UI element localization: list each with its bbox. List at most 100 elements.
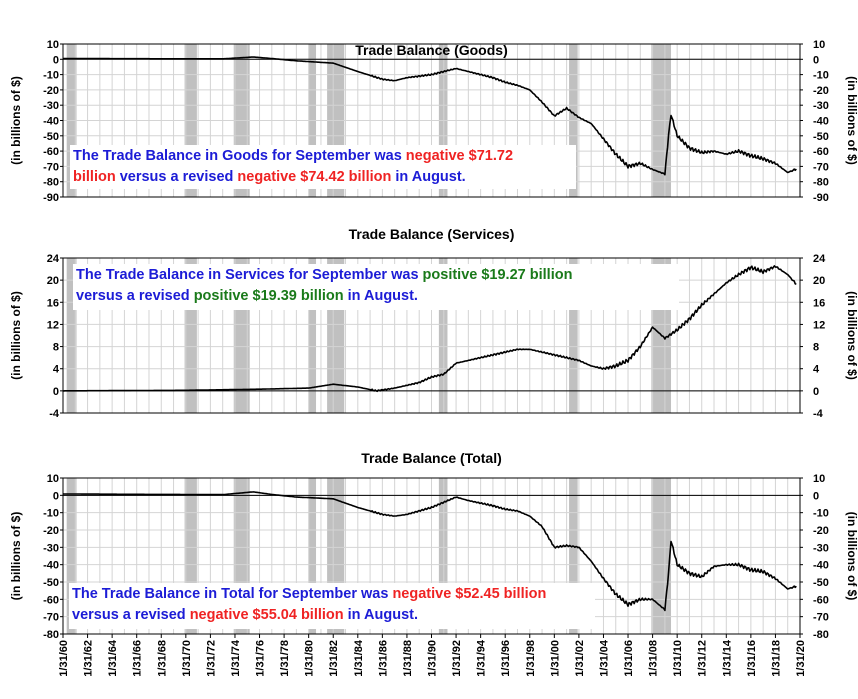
services-ytick-left: 12 — [47, 319, 59, 331]
goods-ytick-right: 0 — [813, 54, 819, 66]
x-tick-label: 1/31/62 — [83, 640, 95, 677]
services-ytick-right: 0 — [813, 386, 819, 398]
services-series-line — [63, 265, 797, 393]
goods-ytick-left: -80 — [43, 177, 59, 189]
goods-annotation-part-0: The Trade Balance in Goods for September… — [73, 148, 406, 164]
goods-ytick-left: -70 — [43, 161, 59, 173]
services-chart-title: Trade Balance (Services) — [349, 226, 515, 242]
total-series-line — [62, 491, 797, 612]
total-annotation-part-1: negative $52.45 billion — [392, 586, 547, 602]
x-tick-label: 1/31/78 — [279, 640, 291, 677]
goods-ytick-right: -70 — [813, 161, 829, 173]
total-ytick-right: -50 — [813, 577, 829, 589]
total-ytick-left: -50 — [43, 577, 59, 589]
total-annotation-part-3: negative $55.04 billion — [189, 607, 344, 623]
x-tick-label: 1/31/00 — [549, 640, 561, 677]
total-ytick-left: 0 — [53, 490, 59, 502]
x-tick-label: 1/31/12 — [697, 640, 709, 677]
services-y-axis-title-left: (in billions of $) — [9, 291, 23, 380]
services-annotation-part-3: positive $19.39 billion — [193, 288, 344, 304]
total-annotation-part-2: versus a revised — [72, 607, 190, 623]
goods-ytick-right: -80 — [813, 177, 829, 189]
x-tick-label: 1/31/08 — [648, 640, 660, 677]
services-annotation-part-2: versus a revised — [76, 288, 194, 304]
total-y-axis-title-right: (in billions of $) — [845, 512, 858, 601]
goods-ytick-left: 10 — [47, 39, 59, 51]
total-recession-band — [438, 478, 448, 634]
goods-ytick-right: -50 — [813, 131, 829, 143]
services-ytick-right: 20 — [813, 275, 825, 287]
total-ytick-left: -60 — [43, 594, 59, 606]
goods-ytick-left: -10 — [43, 70, 59, 82]
goods-ytick-right: -60 — [813, 146, 829, 158]
total-recession-band — [66, 478, 77, 634]
goods-ytick-left: -60 — [43, 146, 59, 158]
services-recession-band — [308, 258, 317, 413]
total-annotation-part-4: in August. — [343, 607, 418, 623]
goods-ytick-left: -90 — [43, 192, 59, 204]
services-ytick-right: 4 — [813, 364, 820, 376]
goods-ytick-left: -50 — [43, 131, 59, 143]
total-annotation-part-0: The Trade Balance in Total for September… — [72, 586, 393, 602]
total-ytick-right: 10 — [813, 473, 825, 485]
services-ytick-left: 8 — [53, 342, 59, 354]
goods-chart-title: Trade Balance (Goods) — [355, 42, 507, 58]
x-tick-label: 1/31/10 — [672, 640, 684, 677]
services-ytick-left: -4 — [49, 408, 60, 420]
services-ytick-left: 20 — [47, 275, 59, 287]
goods-ytick-right: -10 — [813, 70, 829, 82]
goods-annotation-part-1: negative $71.72 — [405, 148, 514, 164]
goods-annotation-part-4: negative $74.42 billion — [237, 169, 392, 185]
services-ytick-left: 24 — [47, 253, 60, 265]
x-tick-label: 1/31/74 — [230, 639, 242, 677]
total-ytick-right: -40 — [813, 560, 829, 572]
total-ytick-right: -10 — [813, 508, 829, 520]
services-ytick-right: 16 — [813, 297, 825, 309]
total-ytick-left: -30 — [43, 542, 59, 554]
goods-annotation-part-5: in August. — [391, 169, 466, 185]
x-tick-label: 1/31/20 — [795, 640, 807, 677]
total-ytick-right: -60 — [813, 594, 829, 606]
total-recession-band — [308, 478, 317, 634]
goods-ytick-left: -20 — [43, 85, 59, 97]
goods-ytick-right: -40 — [813, 116, 829, 128]
x-tick-label: 1/31/66 — [132, 640, 144, 677]
x-tick-label: 1/31/94 — [476, 639, 488, 677]
services-recession-band — [66, 258, 77, 413]
x-tick-label: 1/31/70 — [181, 640, 193, 677]
total-ytick-right: -30 — [813, 542, 829, 554]
x-tick-label: 1/31/86 — [377, 640, 389, 677]
x-tick-label: 1/31/14 — [721, 639, 733, 677]
total-y-axis-title-left: (in billions of $) — [9, 512, 23, 601]
x-tick-label: 1/31/92 — [451, 640, 463, 677]
services-annotation-part-0: The Trade Balance in Services for Septem… — [76, 267, 423, 283]
total-ytick-left: -80 — [43, 629, 59, 641]
x-tick-label: 1/31/02 — [574, 640, 586, 677]
total-ytick-right: -80 — [813, 629, 829, 641]
x-tick-label: 1/31/88 — [402, 640, 414, 677]
x-tick-label: 1/31/68 — [156, 640, 168, 677]
x-tick-label: 1/31/82 — [328, 640, 340, 677]
total-annotation: The Trade Balance in Total for September… — [69, 583, 595, 629]
x-tick-label: 1/31/72 — [205, 640, 217, 677]
total-ytick-right: 0 — [813, 490, 819, 502]
goods-ytick-left: -40 — [43, 116, 59, 128]
services-ytick-right: -4 — [813, 408, 824, 420]
total-ytick-left: -40 — [43, 560, 59, 572]
services-recession-band — [438, 258, 448, 413]
services-annotation: The Trade Balance in Services for Septem… — [73, 264, 679, 310]
x-tick-label: 1/31/64 — [107, 639, 119, 677]
x-tick-label: 1/31/80 — [304, 640, 316, 677]
goods-ytick-right: -90 — [813, 192, 829, 204]
services-ytick-left: 16 — [47, 297, 59, 309]
services-y-axis-title-right: (in billions of $) — [845, 291, 858, 380]
total-ytick-left: -20 — [43, 525, 59, 537]
goods-ytick-left: 0 — [53, 54, 59, 66]
x-tick-label: 1/31/06 — [623, 640, 635, 677]
total-recession-band — [569, 478, 578, 634]
x-tick-label: 1/31/04 — [598, 639, 610, 677]
goods-y-axis-title-left: (in billions of $) — [9, 76, 23, 165]
x-tick-label: 1/31/90 — [427, 640, 439, 677]
goods-ytick-left: -30 — [43, 100, 59, 112]
total-ytick-right: -20 — [813, 525, 829, 537]
